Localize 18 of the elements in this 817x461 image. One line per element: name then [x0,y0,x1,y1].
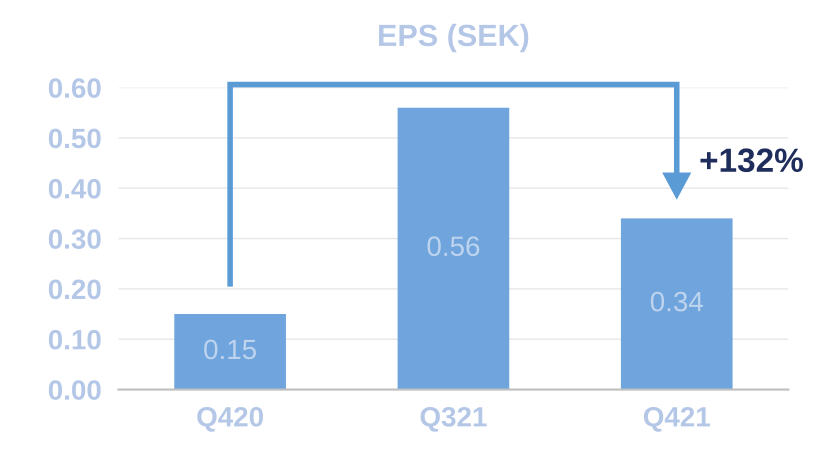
y-tick-label: 0.60 [48,78,101,98]
y-tick-label: 0.50 [48,128,101,148]
bar [620,218,733,390]
data-label: 0.56 [427,236,480,256]
x-tick-label: Q321 [420,406,487,432]
y-tick-label: 0.20 [48,280,101,300]
y-tick-label: 0.30 [48,229,101,249]
chart-title: EPS (SEK) [379,24,528,52]
x-tick-label: Q421 [644,406,710,432]
x-tick-label: Q420 [197,406,263,432]
annotation: +132% [700,148,803,172]
data-label: 0.15 [204,340,256,360]
bar [174,314,286,390]
y-tick-label: 0.10 [48,330,101,350]
data-label: 0.34 [650,292,703,312]
y-tick-label: 0.40 [48,178,101,199]
y-tick-label: 0.00 [48,380,101,400]
bar [398,108,510,390]
